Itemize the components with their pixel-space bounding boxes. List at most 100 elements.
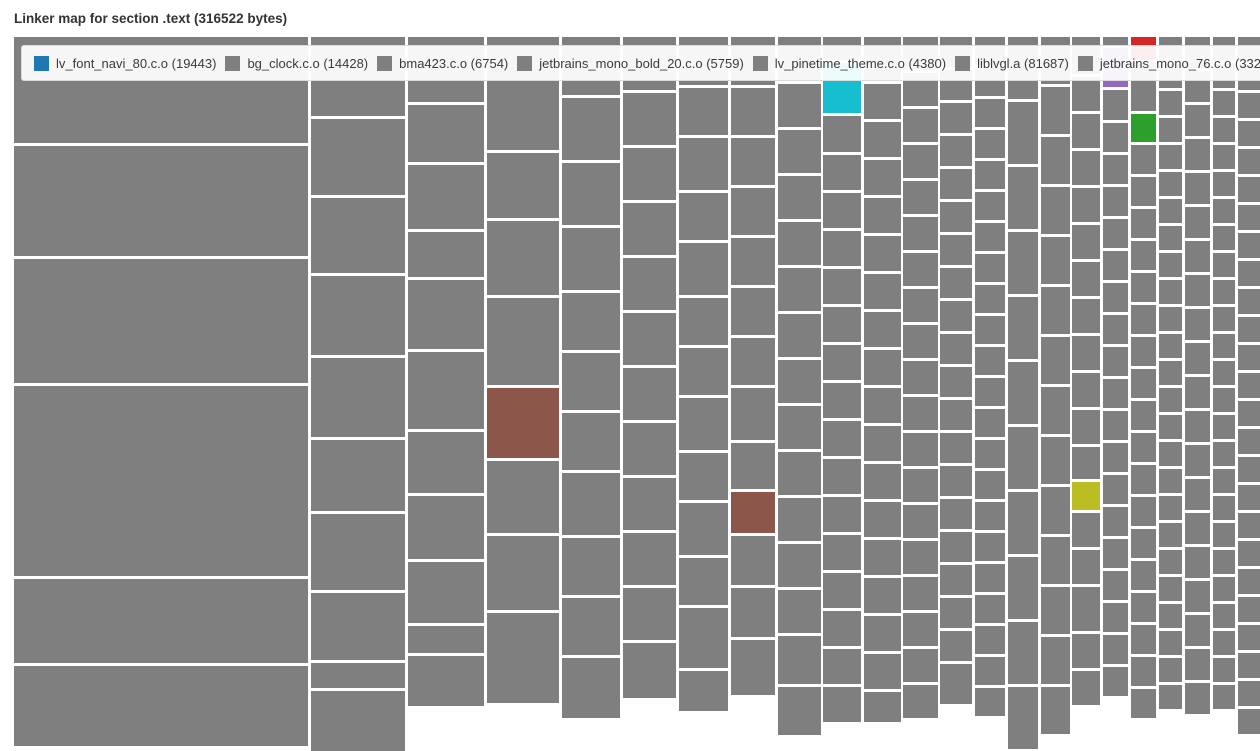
- treemap-cell[interactable]: [1159, 496, 1182, 520]
- treemap-cell[interactable]: [1131, 465, 1156, 494]
- treemap-cell[interactable]: [1159, 388, 1182, 412]
- treemap-cell[interactable]: [864, 426, 901, 461]
- legend-item[interactable]: bg_clock.c.o (14428): [225, 55, 368, 71]
- treemap-cell[interactable]: [1103, 475, 1128, 504]
- treemap-cell[interactable]: [311, 593, 405, 660]
- treemap-cell[interactable]: [940, 631, 972, 661]
- treemap-cell[interactable]: [864, 502, 901, 537]
- treemap-cell[interactable]: [1103, 443, 1128, 472]
- treemap-cell[interactable]: [679, 398, 728, 450]
- treemap-cell[interactable]: [864, 654, 901, 689]
- treemap-cell[interactable]: [903, 217, 938, 250]
- treemap-cell[interactable]: [778, 268, 821, 311]
- treemap-cell[interactable]: [940, 103, 972, 133]
- treemap-cell[interactable]: [562, 163, 620, 225]
- treemap-cell[interactable]: [1131, 657, 1156, 686]
- treemap-cell[interactable]: [311, 514, 405, 590]
- treemap-cell[interactable]: [731, 288, 775, 335]
- treemap-cell[interactable]: [778, 360, 821, 403]
- treemap-cell[interactable]: [1185, 105, 1210, 136]
- treemap-cell[interactable]: [679, 503, 728, 555]
- treemap-cell[interactable]: [1213, 631, 1235, 655]
- legend-item[interactable]: jetbrains_mono_76.c.o (3321): [1077, 55, 1260, 71]
- treemap-cell[interactable]: [1213, 685, 1235, 709]
- treemap-cell[interactable]: [408, 165, 484, 229]
- treemap-cell[interactable]: [778, 84, 821, 127]
- treemap-cell[interactable]: [731, 588, 775, 637]
- treemap-cell[interactable]: [1185, 139, 1210, 170]
- treemap-cell[interactable]: [1072, 77, 1100, 111]
- treemap-cell[interactable]: [903, 397, 938, 430]
- treemap-cell[interactable]: [1213, 523, 1235, 547]
- treemap-cell[interactable]: [1041, 287, 1070, 334]
- treemap-cell[interactable]: [1103, 603, 1128, 632]
- treemap-cell[interactable]: [1185, 411, 1210, 442]
- treemap-cell[interactable]: [1213, 199, 1235, 223]
- treemap-cell[interactable]: [408, 496, 484, 559]
- treemap-cell[interactable]: [940, 169, 972, 199]
- treemap-cell[interactable]: [903, 577, 938, 610]
- treemap-cell[interactable]: [1213, 172, 1235, 196]
- treemap-cell[interactable]: [1159, 145, 1182, 169]
- treemap-cell[interactable]: [778, 544, 821, 587]
- treemap-cell[interactable]: [975, 564, 1005, 592]
- treemap-cell[interactable]: [1103, 539, 1128, 568]
- treemap-cell[interactable]: [562, 228, 620, 290]
- treemap-cell[interactable]: [623, 368, 676, 420]
- treemap-cell[interactable]: [975, 316, 1005, 344]
- treemap-cell[interactable]: [1238, 149, 1260, 174]
- treemap-cell[interactable]: [1131, 401, 1156, 430]
- treemap-cell[interactable]: [903, 541, 938, 574]
- treemap-cell[interactable]: [1103, 507, 1128, 536]
- treemap-cell[interactable]: [1103, 90, 1128, 120]
- treemap-cell[interactable]: [1103, 379, 1128, 408]
- treemap-cell[interactable]: [1159, 199, 1182, 223]
- treemap-cell[interactable]: [1213, 334, 1235, 358]
- treemap-cell[interactable]: [1159, 604, 1182, 628]
- treemap-cell[interactable]: [1159, 523, 1182, 547]
- treemap-cell[interactable]: [562, 473, 620, 535]
- treemap-cell[interactable]: [14, 146, 308, 256]
- treemap-cell[interactable]: [1072, 299, 1100, 333]
- treemap-cell[interactable]: [1159, 658, 1182, 682]
- treemap-cell[interactable]: [1008, 622, 1038, 684]
- treemap-cell[interactable]: [1103, 667, 1128, 696]
- treemap-cell[interactable]: [623, 643, 676, 698]
- treemap-cell[interactable]: [1131, 145, 1156, 174]
- treemap-cell[interactable]: [778, 314, 821, 357]
- treemap-cell[interactable]: [1072, 587, 1100, 631]
- treemap-cell[interactable]: [408, 562, 484, 623]
- treemap-cell[interactable]: [1238, 373, 1260, 398]
- treemap-cell[interactable]: [823, 421, 861, 456]
- treemap-cell[interactable]: [1185, 547, 1210, 578]
- treemap-cell[interactable]: [864, 236, 901, 271]
- treemap-cell[interactable]: [1238, 569, 1260, 594]
- treemap-cell[interactable]: [679, 608, 728, 668]
- treemap-cell[interactable]: [487, 461, 559, 533]
- treemap-cell[interactable]: [864, 122, 901, 157]
- treemap-cell[interactable]: [1185, 615, 1210, 646]
- treemap-cell[interactable]: [1103, 315, 1128, 344]
- treemap-cell[interactable]: [975, 254, 1005, 282]
- treemap-cell[interactable]: [679, 671, 728, 711]
- treemap-cell[interactable]: [487, 298, 559, 385]
- treemap-cell[interactable]: [1103, 187, 1128, 216]
- treemap-cell[interactable]: [975, 409, 1005, 437]
- treemap-cell[interactable]: [1072, 634, 1100, 668]
- treemap-cell[interactable]: [778, 636, 821, 684]
- treemap-cell[interactable]: [864, 312, 901, 347]
- treemap-cell[interactable]: [864, 84, 901, 119]
- treemap-cell[interactable]: [1131, 337, 1156, 366]
- treemap-cell[interactable]: [408, 280, 484, 349]
- treemap-cell[interactable]: [1072, 513, 1100, 547]
- treemap-cell[interactable]: [823, 345, 861, 380]
- treemap-cell[interactable]: [940, 499, 972, 529]
- treemap-cell[interactable]: [1131, 305, 1156, 334]
- treemap-cell[interactable]: [1213, 91, 1235, 115]
- treemap-cell[interactable]: [1238, 233, 1260, 258]
- treemap-cell[interactable]: [903, 109, 938, 142]
- treemap-cell[interactable]: [778, 498, 821, 541]
- treemap-cell[interactable]: [1185, 207, 1210, 238]
- treemap-cell[interactable]: [1185, 479, 1210, 510]
- treemap-cell[interactable]: [864, 160, 901, 195]
